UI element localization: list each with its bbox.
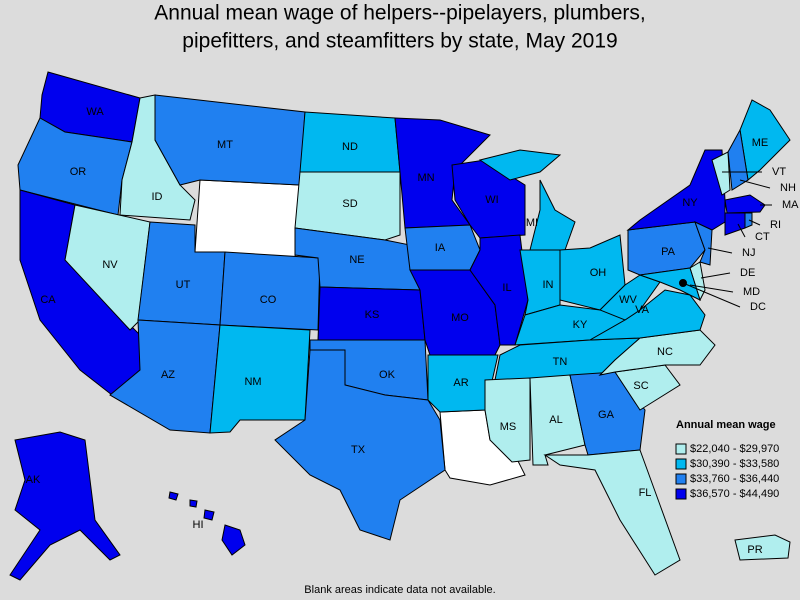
state-label: IN: [543, 279, 554, 291]
state-label: KS: [365, 309, 380, 321]
state-label: WI: [485, 194, 498, 206]
state-label: NJ: [742, 247, 755, 259]
state-label: GA: [598, 409, 615, 421]
state-label: VT: [772, 166, 786, 178]
state-shape: [734, 534, 791, 561]
state-label: CA: [40, 294, 56, 306]
state-label: SC: [633, 380, 648, 392]
state-shape: [203, 509, 215, 521]
state-no-data: [194, 179, 301, 259]
state-label: PR: [747, 544, 762, 556]
state-label: ND: [342, 141, 358, 153]
state-shape: [168, 491, 179, 501]
footnote: Blank areas indicate data not available.: [304, 584, 495, 596]
state-labels: WA OR CA NV ID MT UT CO AZ NM ND SD NE KS OK TX MN IA MO AR…: [26, 106, 800, 556]
legend-label: $36,570 - $44,490: [690, 488, 779, 500]
state-label: MD: [743, 286, 760, 298]
state-shape: [9, 431, 121, 581]
state-label: DC: [750, 301, 766, 313]
state-label: ME: [752, 137, 769, 149]
state-label: MN: [417, 172, 434, 184]
state-label: RI: [770, 219, 781, 231]
title-line: pipefitters, and steamfitters by state, …: [182, 30, 617, 53]
state-label: MO: [451, 312, 469, 324]
state-label: NE: [349, 254, 364, 266]
state-label: TX: [351, 444, 366, 456]
state-label: ID: [152, 191, 163, 203]
state-shape: [626, 149, 726, 231]
state-shape: [221, 524, 246, 556]
legend: $22,040 - $29,970 $30,390 - $33,580 $33,76…: [675, 443, 779, 500]
state-label: NV: [102, 259, 118, 271]
state-label: TN: [553, 356, 568, 368]
legend-label: $22,040 - $29,970: [690, 443, 779, 455]
state-label: NH: [780, 182, 796, 194]
legend-label: $33,760 - $36,440: [690, 473, 779, 485]
state-shape: [478, 149, 562, 181]
state-label: IL: [502, 282, 511, 294]
state-shape: [189, 499, 198, 508]
state-label: FL: [639, 487, 652, 499]
leader-line: [700, 272, 731, 279]
state-label: IA: [435, 242, 446, 254]
leader-line: [682, 282, 741, 308]
state-label: MI: [526, 217, 538, 229]
title-line: Annual mean wage of helpers--pipelayers,…: [154, 2, 645, 25]
legend-label: $30,390 - $33,580: [690, 458, 779, 470]
state-label: OK: [379, 369, 396, 381]
legend-swatch: [675, 458, 687, 470]
state-label: MT: [217, 139, 233, 151]
state-shape: [727, 128, 749, 191]
state-label: WV: [619, 294, 637, 306]
state-shape: [724, 194, 766, 214]
state-label: AK: [26, 474, 41, 486]
state-label: CT: [755, 231, 770, 243]
leader-line: [707, 247, 733, 254]
state-shape: [711, 151, 731, 196]
state-shape: [598, 329, 716, 376]
legend-swatch: [675, 473, 687, 485]
state-label: KY: [573, 319, 588, 331]
state-shape: [294, 171, 401, 241]
state-label: WA: [86, 106, 104, 118]
state-label: AR: [453, 377, 468, 389]
state-label: UT: [176, 279, 191, 291]
state-label: NY: [682, 197, 698, 209]
state-label: NM: [244, 376, 261, 388]
state-label: MA: [782, 199, 799, 211]
state-shape: [17, 117, 133, 216]
state-shape: [744, 212, 753, 229]
leader-line: [739, 179, 771, 189]
state-label: HI: [193, 519, 204, 531]
state-label: OR: [70, 166, 87, 178]
state-label: MS: [500, 421, 517, 433]
states: [9, 71, 791, 581]
state-shape: [639, 267, 701, 301]
state-shape: [543, 449, 681, 576]
legend-title: Annual mean wage: [676, 419, 776, 431]
state-label: VA: [635, 304, 650, 316]
leader-line: [689, 284, 734, 293]
legend-swatch: [675, 488, 687, 500]
state-shape: [219, 251, 321, 331]
leader-line: [748, 219, 761, 226]
state-label: AL: [549, 414, 562, 426]
state-shape: [209, 324, 311, 434]
leader-line: [737, 223, 746, 238]
state-shape: [694, 221, 713, 266]
state-label: OH: [590, 267, 607, 279]
state-shape: [394, 117, 491, 229]
state-label: NC: [657, 346, 673, 358]
state-shape: [274, 349, 446, 541]
state-label: CO: [260, 294, 277, 306]
state-label: PA: [661, 246, 676, 258]
state-shape: [64, 204, 151, 331]
state-label: SD: [342, 198, 357, 210]
legend-swatch: [675, 443, 687, 455]
state-label: AZ: [161, 369, 175, 381]
state-label: DE: [740, 267, 755, 279]
